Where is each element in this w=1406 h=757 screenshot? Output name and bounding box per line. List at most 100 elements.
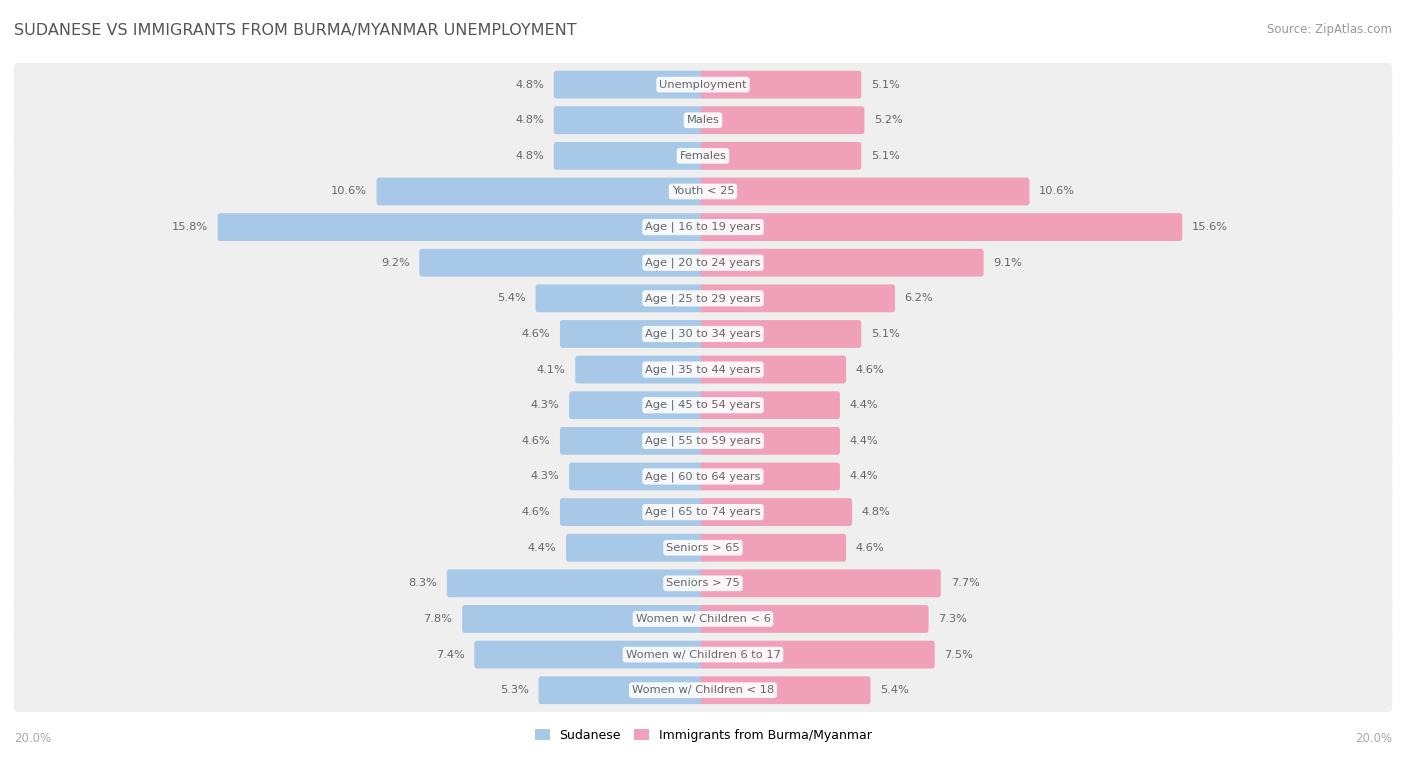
Text: 5.2%: 5.2% [875, 115, 903, 125]
Text: 5.4%: 5.4% [880, 685, 910, 695]
Text: 6.2%: 6.2% [904, 294, 934, 304]
FancyBboxPatch shape [14, 384, 1392, 427]
FancyBboxPatch shape [700, 534, 846, 562]
Text: 10.6%: 10.6% [1039, 186, 1076, 197]
FancyBboxPatch shape [554, 142, 706, 170]
FancyBboxPatch shape [560, 498, 706, 526]
Text: Unemployment: Unemployment [659, 79, 747, 89]
FancyBboxPatch shape [700, 605, 928, 633]
FancyBboxPatch shape [700, 498, 852, 526]
FancyBboxPatch shape [14, 134, 1392, 178]
FancyBboxPatch shape [569, 463, 706, 491]
FancyBboxPatch shape [700, 213, 1182, 241]
Text: Age | 65 to 74 years: Age | 65 to 74 years [645, 507, 761, 517]
Text: 4.1%: 4.1% [537, 365, 565, 375]
FancyBboxPatch shape [14, 241, 1392, 285]
Text: 4.4%: 4.4% [849, 400, 879, 410]
FancyBboxPatch shape [447, 569, 706, 597]
FancyBboxPatch shape [538, 676, 706, 704]
FancyBboxPatch shape [377, 178, 706, 205]
Text: Women w/ Children < 6: Women w/ Children < 6 [636, 614, 770, 624]
Text: 4.3%: 4.3% [530, 400, 560, 410]
Text: 7.3%: 7.3% [938, 614, 967, 624]
FancyBboxPatch shape [560, 320, 706, 348]
FancyBboxPatch shape [14, 633, 1392, 676]
FancyBboxPatch shape [14, 668, 1392, 712]
Text: 4.6%: 4.6% [856, 543, 884, 553]
FancyBboxPatch shape [700, 320, 862, 348]
Text: 4.8%: 4.8% [516, 115, 544, 125]
Text: 5.1%: 5.1% [872, 329, 900, 339]
FancyBboxPatch shape [700, 178, 1029, 205]
Text: 10.6%: 10.6% [330, 186, 367, 197]
Text: 20.0%: 20.0% [14, 731, 51, 745]
Text: 4.6%: 4.6% [522, 329, 550, 339]
Text: 7.5%: 7.5% [945, 650, 973, 659]
FancyBboxPatch shape [463, 605, 706, 633]
FancyBboxPatch shape [14, 170, 1392, 213]
Text: Age | 20 to 24 years: Age | 20 to 24 years [645, 257, 761, 268]
FancyBboxPatch shape [700, 356, 846, 384]
FancyBboxPatch shape [14, 312, 1392, 356]
Text: Males: Males [686, 115, 720, 125]
Text: Women w/ Children < 18: Women w/ Children < 18 [631, 685, 775, 695]
Text: 20.0%: 20.0% [1355, 731, 1392, 745]
FancyBboxPatch shape [700, 70, 862, 98]
Text: SUDANESE VS IMMIGRANTS FROM BURMA/MYANMAR UNEMPLOYMENT: SUDANESE VS IMMIGRANTS FROM BURMA/MYANMA… [14, 23, 576, 38]
Text: Age | 16 to 19 years: Age | 16 to 19 years [645, 222, 761, 232]
FancyBboxPatch shape [536, 285, 706, 312]
Text: 5.1%: 5.1% [872, 151, 900, 160]
Text: Females: Females [679, 151, 727, 160]
Text: 5.1%: 5.1% [872, 79, 900, 89]
Text: 4.8%: 4.8% [516, 151, 544, 160]
Text: Source: ZipAtlas.com: Source: ZipAtlas.com [1267, 23, 1392, 36]
Text: 4.8%: 4.8% [862, 507, 890, 517]
FancyBboxPatch shape [14, 348, 1392, 391]
FancyBboxPatch shape [14, 455, 1392, 498]
FancyBboxPatch shape [14, 597, 1392, 640]
Text: 7.8%: 7.8% [423, 614, 453, 624]
FancyBboxPatch shape [700, 676, 870, 704]
FancyBboxPatch shape [474, 640, 706, 668]
Text: Age | 25 to 29 years: Age | 25 to 29 years [645, 293, 761, 304]
FancyBboxPatch shape [700, 391, 839, 419]
Text: Age | 55 to 59 years: Age | 55 to 59 years [645, 435, 761, 446]
FancyBboxPatch shape [14, 419, 1392, 463]
FancyBboxPatch shape [700, 249, 984, 276]
FancyBboxPatch shape [700, 142, 862, 170]
FancyBboxPatch shape [554, 70, 706, 98]
Text: Seniors > 65: Seniors > 65 [666, 543, 740, 553]
Text: Women w/ Children 6 to 17: Women w/ Children 6 to 17 [626, 650, 780, 659]
FancyBboxPatch shape [700, 640, 935, 668]
Text: Age | 30 to 34 years: Age | 30 to 34 years [645, 329, 761, 339]
Text: 4.4%: 4.4% [527, 543, 557, 553]
Text: 4.3%: 4.3% [530, 472, 560, 481]
Text: 7.4%: 7.4% [436, 650, 464, 659]
Text: Youth < 25: Youth < 25 [672, 186, 734, 197]
FancyBboxPatch shape [567, 534, 706, 562]
FancyBboxPatch shape [560, 427, 706, 455]
Text: 5.3%: 5.3% [501, 685, 529, 695]
FancyBboxPatch shape [14, 63, 1392, 106]
FancyBboxPatch shape [575, 356, 706, 384]
FancyBboxPatch shape [419, 249, 706, 276]
FancyBboxPatch shape [700, 427, 839, 455]
FancyBboxPatch shape [14, 526, 1392, 569]
FancyBboxPatch shape [218, 213, 706, 241]
Text: Age | 60 to 64 years: Age | 60 to 64 years [645, 471, 761, 481]
FancyBboxPatch shape [700, 285, 896, 312]
Text: 15.8%: 15.8% [172, 222, 208, 232]
FancyBboxPatch shape [700, 106, 865, 134]
FancyBboxPatch shape [554, 106, 706, 134]
Text: Age | 35 to 44 years: Age | 35 to 44 years [645, 364, 761, 375]
Text: 4.6%: 4.6% [856, 365, 884, 375]
Text: 4.4%: 4.4% [849, 436, 879, 446]
Legend: Sudanese, Immigrants from Burma/Myanmar: Sudanese, Immigrants from Burma/Myanmar [530, 724, 876, 747]
Text: Seniors > 75: Seniors > 75 [666, 578, 740, 588]
Text: 4.8%: 4.8% [516, 79, 544, 89]
Text: Age | 45 to 54 years: Age | 45 to 54 years [645, 400, 761, 410]
Text: 8.3%: 8.3% [408, 578, 437, 588]
Text: 4.4%: 4.4% [849, 472, 879, 481]
FancyBboxPatch shape [14, 98, 1392, 142]
FancyBboxPatch shape [14, 491, 1392, 534]
